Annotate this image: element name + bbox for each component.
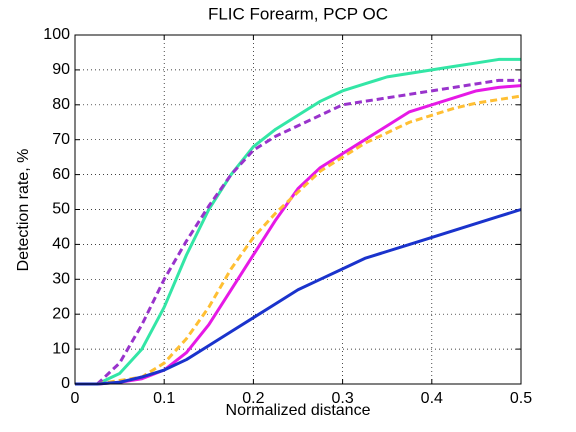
y-tick-label: 60 bbox=[52, 166, 70, 183]
y-tick-label: 80 bbox=[52, 96, 70, 113]
series-line bbox=[75, 208, 522, 386]
plot-frame bbox=[74, 34, 522, 385]
plot-area bbox=[75, 35, 521, 384]
y-axis-label: Detection rate, % bbox=[15, 149, 32, 272]
series-line bbox=[75, 94, 522, 386]
x-tick-label: 0.1 bbox=[153, 390, 175, 407]
x-axis-label: Normalized distance bbox=[226, 402, 371, 419]
y-tick-label: 20 bbox=[52, 305, 70, 322]
y-tick-label: 0 bbox=[61, 375, 70, 392]
y-tick-label: 40 bbox=[52, 236, 70, 253]
x-tick-label: 0.4 bbox=[421, 390, 443, 407]
x-tick-label: 0.3 bbox=[331, 390, 353, 407]
chart-title: FLIC Forearm, PCP OC bbox=[208, 4, 388, 23]
x-tick-label: 0.5 bbox=[510, 390, 532, 407]
y-tick-label: 10 bbox=[52, 340, 70, 357]
y-tick-label: 90 bbox=[52, 61, 70, 78]
x-tick-label: 0.2 bbox=[242, 390, 264, 407]
y-tick-label: 70 bbox=[52, 131, 70, 148]
series-line bbox=[75, 78, 521, 386]
y-tick-label: 30 bbox=[52, 271, 70, 288]
y-tick-label: 50 bbox=[52, 201, 70, 218]
x-tick-label: 0 bbox=[71, 390, 80, 407]
y-tick-label: 100 bbox=[43, 26, 70, 43]
series-line bbox=[75, 57, 521, 386]
